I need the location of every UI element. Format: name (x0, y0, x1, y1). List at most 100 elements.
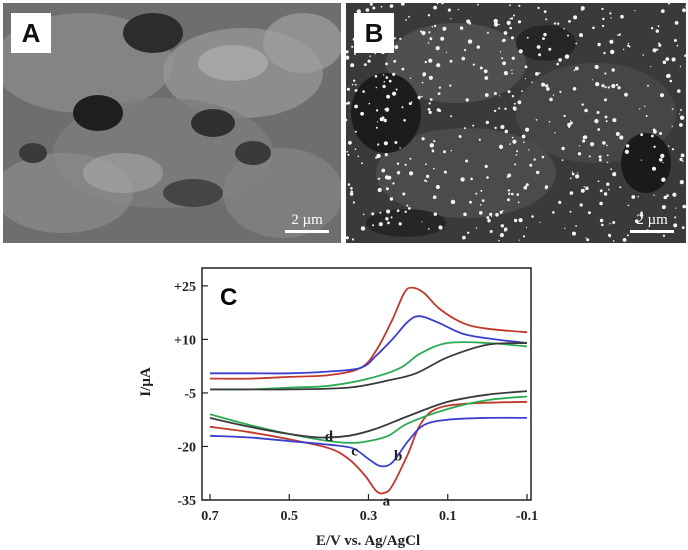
nanoparticle-dot (597, 180, 600, 183)
nanoparticle-dot (445, 51, 448, 53)
nanoparticle-dot (369, 3, 373, 6)
nanoparticle-dot (394, 45, 399, 49)
nanoparticle-dot (408, 207, 411, 210)
nanoparticle-dot (588, 155, 591, 158)
nanoparticle-dot (469, 200, 472, 204)
nanoparticle-dot (585, 186, 589, 191)
nanoparticle-dot (599, 201, 603, 206)
nanoparticle-dot (567, 34, 569, 37)
nanoparticle-dot (674, 21, 679, 25)
nanoparticle-dot (606, 154, 609, 157)
nanoparticle-dot (545, 84, 549, 88)
nanoparticle-dot (652, 166, 656, 171)
nanoparticle-dot (428, 31, 431, 34)
nanoparticle-dot (450, 199, 456, 205)
nanoparticle-dot (679, 113, 681, 115)
nanoparticle-dot (428, 75, 433, 80)
nanoparticle-dot (470, 177, 473, 181)
nanoparticle-dot (647, 84, 649, 87)
nanoparticle-dot (396, 162, 400, 165)
nanoparticle-dot (637, 195, 639, 198)
nanoparticle-dot (419, 30, 422, 33)
nanoparticle-dot (523, 185, 528, 190)
nanoparticle-dot (368, 102, 371, 105)
nanoparticle-dot (472, 124, 475, 127)
nanoparticle-dot (509, 143, 511, 145)
nanoparticle-dot (428, 102, 431, 105)
nanoparticle-dot (601, 223, 604, 227)
nanoparticle-dot (508, 192, 511, 195)
nanoparticle-dot (435, 185, 440, 189)
nanoparticle-dot (379, 117, 384, 122)
nanoparticle-dot (346, 118, 348, 122)
nanoparticle-dot (501, 57, 504, 60)
nanoparticle-dot (429, 143, 434, 148)
nanoparticle-dot (677, 89, 681, 93)
nanoparticle-dot (506, 20, 511, 25)
nanoparticle-dot (400, 3, 405, 6)
axis-ticks: 0.7 0.5 0.3 0.1 -0.1 +25 +10 -5 -20 -35 (174, 280, 538, 524)
nanoparticle-dot (484, 164, 488, 168)
nanoparticle-dot (610, 168, 613, 171)
nanoparticle-dot (513, 107, 517, 111)
nanoparticle-dot (516, 193, 519, 196)
nanoparticle-dot (675, 207, 677, 209)
nanoparticle-dot (499, 233, 504, 238)
nanoparticle-dot (389, 197, 394, 201)
nanoparticle-dot (615, 132, 620, 136)
nanoparticle-dot (681, 226, 685, 230)
nanoparticle-dot (433, 167, 435, 170)
nanoparticle-dot (679, 115, 685, 120)
nanoparticle-dot (610, 17, 612, 19)
nanoparticle-dot (493, 109, 497, 113)
scale-bar-b: 2 µm (630, 212, 674, 233)
nanoparticle-dot (682, 8, 686, 13)
nanoparticle-dot (574, 66, 579, 71)
nanoparticle-dot (484, 93, 489, 97)
nanoparticle-dot (500, 224, 504, 228)
nanoparticle-dot (538, 72, 541, 74)
nanoparticle-dot (517, 201, 520, 204)
nanoparticle-dot (545, 18, 548, 21)
x-tick-label: 0.7 (201, 509, 219, 524)
nanoparticle-dot (438, 225, 443, 230)
nanoparticle-dot (442, 26, 447, 31)
nanoparticle-dot (380, 5, 383, 8)
cv-curve-d-reverse (210, 342, 528, 391)
nanoparticle-dot (481, 199, 485, 202)
nanoparticle-dot (378, 177, 381, 180)
nanoparticle-dot (602, 24, 605, 28)
nanoparticle-dot (561, 159, 564, 162)
nanoparticle-dot (374, 75, 378, 78)
nanoparticle-dot (480, 204, 482, 206)
nanoparticle-dot (671, 108, 674, 110)
x-tick-label: 0.1 (439, 509, 457, 524)
nanoparticle-dot (372, 224, 375, 227)
nanoparticle-dot (509, 26, 512, 30)
nanoparticle-dot (450, 115, 453, 118)
nanoparticle-dot (432, 150, 435, 153)
nanoparticle-dot (526, 36, 529, 39)
nanoparticle-dot (659, 158, 663, 162)
nanoparticle-dot (347, 183, 351, 186)
nanoparticle-dot (594, 64, 599, 70)
nanoparticle-dot (666, 194, 669, 197)
nanoparticle-dot (667, 3, 671, 5)
nanoparticle-dot (561, 146, 565, 151)
nanoparticle-dot (552, 94, 555, 96)
nanoparticle-dot (556, 62, 559, 66)
y-tick-label: +25 (174, 280, 196, 295)
nanoparticle-dot (531, 81, 533, 84)
nanoparticle-dot (511, 69, 513, 71)
nanoparticle-dot (433, 140, 436, 143)
nanoparticle-dot (502, 61, 506, 66)
nanoparticle-dot (365, 8, 370, 12)
nanoparticle-dot (346, 236, 349, 240)
nanoparticle-dot (468, 22, 472, 25)
nanoparticle-dot (363, 63, 367, 66)
nanoparticle-dot (404, 210, 407, 213)
nanoparticle-dot (606, 182, 610, 186)
nanoparticle-dot (552, 211, 555, 214)
nanoparticle-dot (579, 33, 583, 38)
nanoparticle-dot (640, 159, 642, 161)
